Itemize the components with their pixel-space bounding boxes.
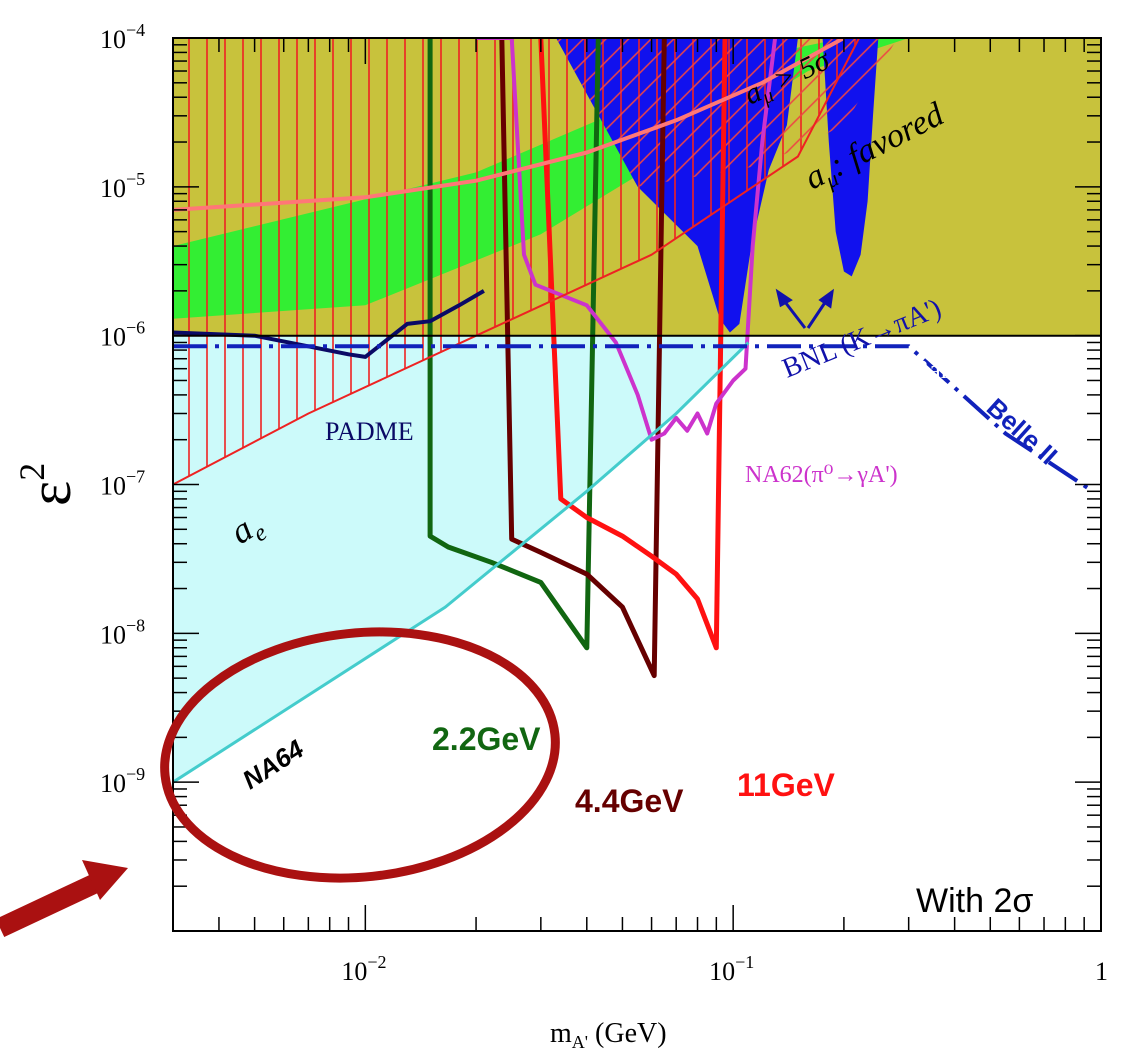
hatch-layer — [173, 38, 898, 485]
series-na62 — [476, 38, 778, 442]
x-tick-label: 10−2 — [341, 952, 386, 986]
y-tick-label: 10−8 — [100, 615, 145, 649]
lines-layer — [173, 38, 1101, 784]
x-axis-label: mA' (GeV) — [550, 1018, 667, 1052]
tick-labels-layer: 10−2 10−1 1 10−9 10−8 10−7 10−6 10−5 10−4 — [100, 20, 1108, 986]
padme-label: PADME — [325, 417, 414, 446]
y-tick-label: 10−5 — [100, 169, 145, 203]
pointer-arrow-icon — [0, 860, 128, 938]
beam-11-label: 11GeV — [737, 767, 836, 803]
babar-label: BaBar (ϒ→γA') — [883, 355, 1017, 384]
na64-label: NA64 — [237, 733, 310, 795]
ticks-layer — [172, 37, 1102, 932]
highlight-ellipse — [160, 627, 560, 883]
series-4-4gev — [499, 38, 667, 679]
series-belle-ii — [173, 344, 1094, 493]
beam-2-2-label: 2.2GeV — [432, 721, 541, 757]
series-a-mu-upper — [173, 38, 845, 212]
y-tick-label: 10−7 — [100, 467, 145, 501]
sigma-note: With 2σ — [916, 882, 1033, 920]
beam-4-4-label: 4.4GeV — [575, 783, 684, 819]
x-tick-label: 1 — [1095, 957, 1108, 986]
y-axis-label: ε2 — [12, 463, 83, 506]
series-2-2gev — [427, 38, 601, 651]
bnl-arrows-icon — [775, 288, 834, 329]
hatch-a-mu-hatch — [556, 38, 898, 187]
belle-label: Belle II — [981, 392, 1063, 470]
region-na64 — [173, 335, 749, 783]
y-tick-label: 10−4 — [100, 20, 145, 54]
y-tick-label: 10−6 — [100, 318, 145, 352]
series-a-e-line — [173, 38, 860, 486]
y-tick-label: 10−9 — [100, 764, 145, 798]
series-padme — [173, 289, 485, 359]
x-tick-label: 10−1 — [709, 952, 754, 986]
na62-label: NA62(π⁰→γA') — [745, 462, 898, 488]
series-na64-line — [173, 341, 750, 784]
